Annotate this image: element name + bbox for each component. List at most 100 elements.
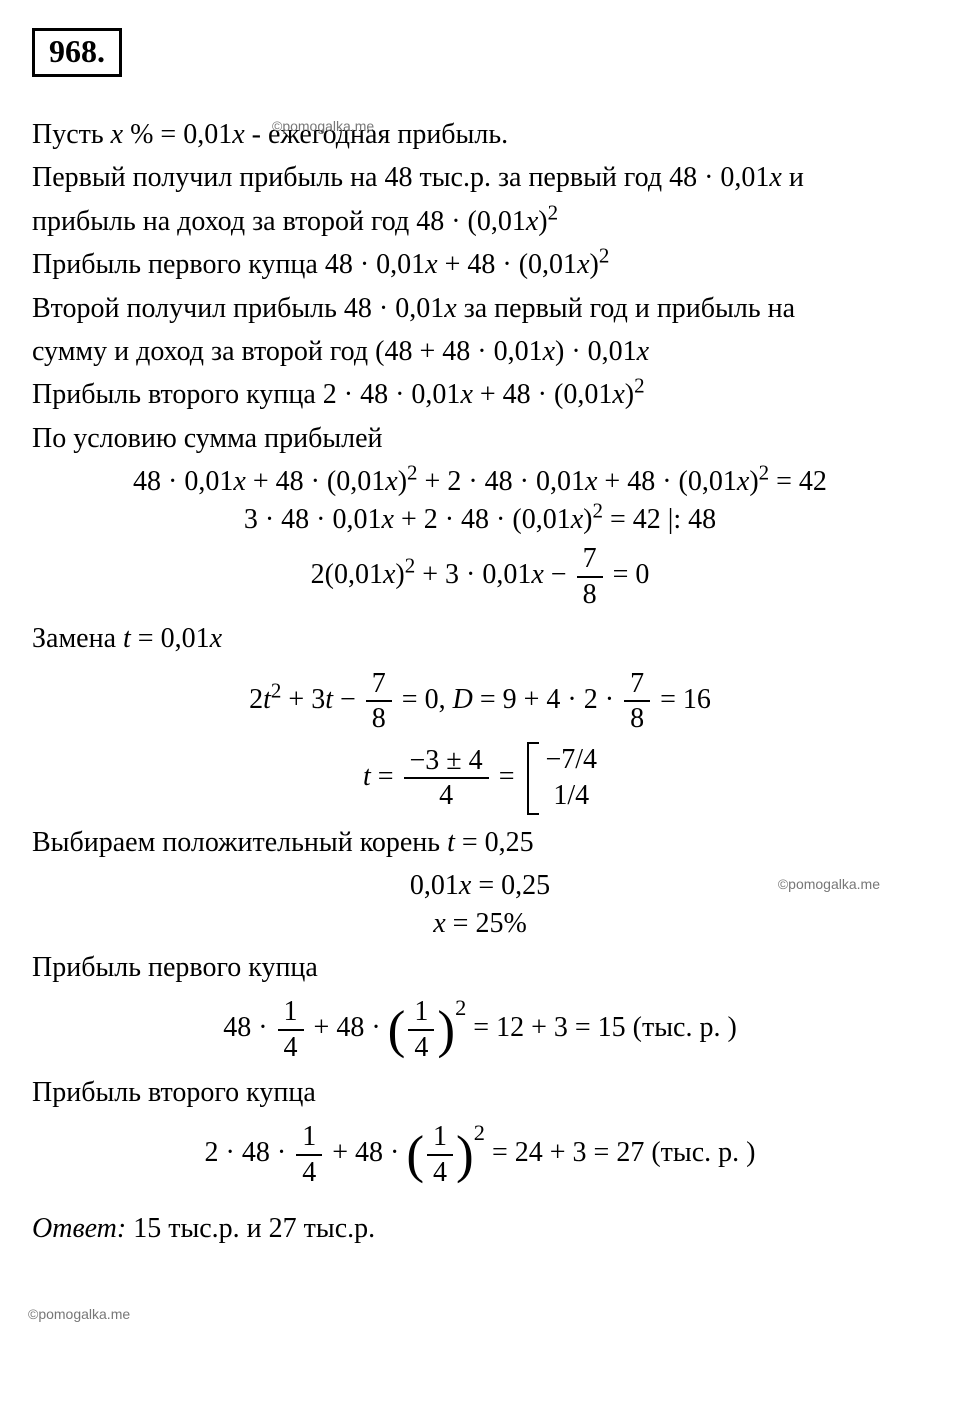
fraction: 14 [427,1120,453,1189]
var-x: x [577,249,589,280]
text-line: Прибыль первого купца [32,946,928,989]
text: ) [398,466,407,497]
denominator: 4 [296,1156,322,1190]
text: сумму и доход за второй год (48 + 48 · 0… [32,336,543,367]
var-x: x [637,336,649,367]
text: ) [538,206,547,237]
denominator: 4 [427,1156,453,1190]
text: + 48 · (0,01 [246,466,385,497]
denominator: 8 [577,578,603,612]
text: + 2 · 48 · 0,01 [418,466,585,497]
text: Прибыль первого купца 48 · 0,01 [32,249,425,280]
var-x: x [459,870,471,901]
text: ) · 0,01 [555,336,637,367]
text: = 0,01 [131,623,210,654]
numerator: 1 [427,1120,453,1156]
case-value: −7/4 [545,742,597,778]
var-x: x [425,249,437,280]
denominator: 4 [278,1031,304,1065]
text: 2 [249,684,263,715]
var-t: t [263,684,271,715]
equation: 3 · 48 · 0,01x + 2 · 48 · (0,01x)2 = 42 … [32,504,928,536]
exponent: 2 [405,554,416,578]
equation: 2 · 48 · 14 + 48 · (14)2 = 24 + 3 = 27 (… [32,1120,928,1189]
text: + 48 · (0,01 [473,379,612,410]
exponent: 2 [592,499,603,523]
var-D: D [453,684,473,715]
var-t: t [447,827,455,858]
denominator: 8 [624,702,650,736]
exponent: 2 [599,244,610,268]
text: ) [749,466,758,497]
fraction: 78 [624,667,650,736]
bracket-cases: −7/4 1/4 [527,742,597,815]
text: ) [395,559,404,590]
text: = 0 [606,559,650,590]
fraction: 78 [366,667,392,736]
bracket-bar [527,742,539,815]
text: Прибыль второго купца 2 · 48 · 0,01 [32,379,460,410]
var-x: x [444,293,456,324]
text: Замена [32,623,123,654]
text: Первый получил прибыль на 48 тыс.р. за п… [32,162,769,193]
text: + 48 · [307,1012,388,1043]
numerator: 7 [624,667,650,703]
text-line: По условию сумма прибылей [32,417,928,460]
text-line: Прибыль второго купца [32,1071,928,1114]
var-x: x [383,559,395,590]
var-x: x [460,379,472,410]
text: 48 · 0,01 [133,466,233,497]
text: = [371,761,401,792]
numerator: 7 [577,542,603,578]
var-t: t [123,623,131,654]
case-value: 1/4 [545,778,597,814]
var-t: t [325,684,333,715]
var-x: x [737,466,749,497]
var-x: x [543,336,555,367]
text: − [333,684,363,715]
text-line: Второй получил прибыль 48 · 0,01x за пер… [32,287,928,330]
answer-line: Ответ: 15 тыс.р. и 27 тыс.р. [32,1213,928,1245]
text: 2(0,01 [311,559,383,590]
var-x: x [111,119,123,150]
var-x: x [769,162,781,193]
numerator: −3 ± 4 [404,744,489,780]
var-x: x [433,908,445,939]
equation: 48 · 14 + 48 · (14)2 = 12 + 3 = 15 (тыс.… [32,995,928,1064]
numerator: 1 [296,1120,322,1156]
exponent: 2 [455,995,466,1021]
var-x: x [210,623,222,654]
text: = 42 [769,466,827,497]
var-x: x [385,466,397,497]
text: + 3 · 0,01 [415,559,531,590]
denominator: 8 [366,702,392,736]
denominator: 4 [404,779,489,813]
text-line: Первый получил прибыль на 48 тыс.р. за п… [32,156,928,199]
text: = 0,25 [455,827,534,858]
problem-number: 968. [32,28,122,77]
text-line: сумму и доход за второй год (48 + 48 · 0… [32,330,928,373]
text: + 48 · (0,01 [438,249,577,280]
paren-right: ) [437,1006,455,1054]
text: % = 0,01 [123,119,232,150]
var-x: x [232,119,244,150]
equation: 2(0,01x)2 + 3 · 0,01x − 78 = 0 [32,542,928,611]
exponent: 2 [474,1120,485,1146]
text: 48 · [223,1012,274,1043]
answer-value: 15 тыс.р. и 27 тыс.р. [133,1213,375,1244]
text: + 3 [281,684,325,715]
equation: 2t2 + 3t − 78 = 0, D = 9 + 4 · 2 · 78 = … [32,667,928,736]
var-x: x [526,206,538,237]
fraction: 14 [296,1120,322,1189]
text: = [492,761,522,792]
numerator: 1 [408,995,434,1031]
numerator: 7 [366,667,392,703]
fraction: 14 [278,995,304,1064]
text: + 48 · [325,1137,406,1168]
paren-left: ( [406,1131,424,1179]
text: = 12 + 3 = 15 (тыс. р. ) [466,1012,737,1043]
text: = 0,25 [471,870,550,901]
exponent: 2 [634,374,645,398]
exponent: 2 [548,200,559,224]
var-x: x [382,504,394,535]
